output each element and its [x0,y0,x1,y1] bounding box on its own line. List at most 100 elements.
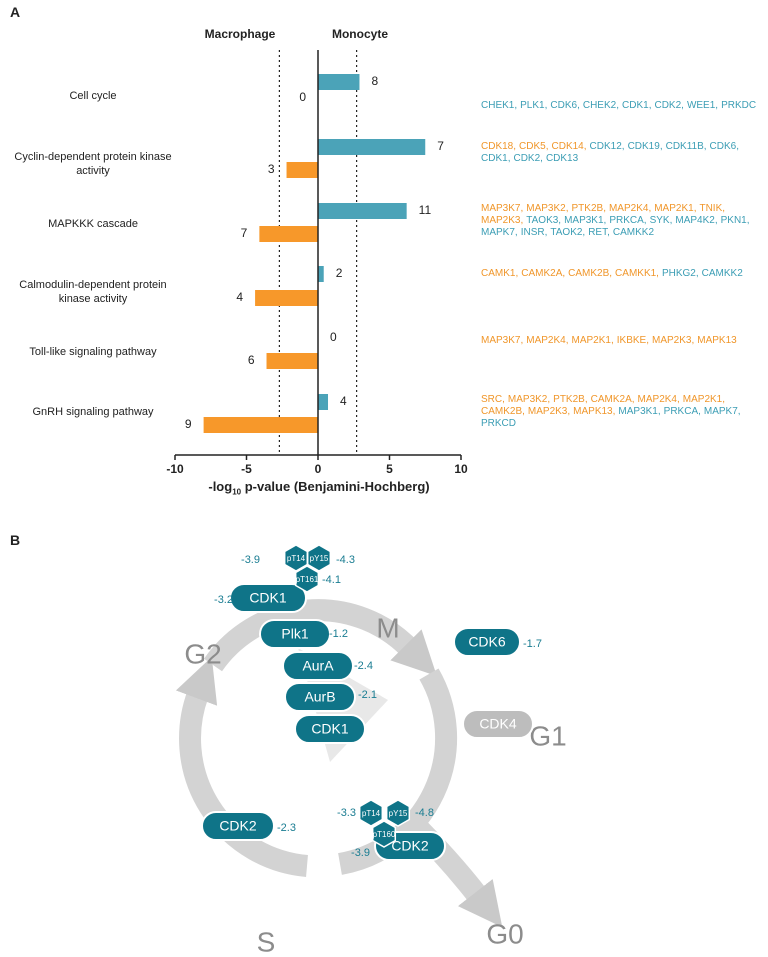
node-label: AurB [304,689,335,705]
site-value: -4.8 [415,807,434,819]
node-value: -2.1 [358,689,377,701]
node [294,714,366,744]
node-label: CDK4 [479,716,517,732]
count-label: 4 [340,394,347,408]
gene: PRKCA [664,406,704,418]
gene: INSR [521,227,551,239]
node [229,583,307,613]
bar [318,139,426,155]
bar [318,74,360,90]
gene-list: SRCMAP3K2PTK2BCAMK2AMAP2K4MAP2K1CAMK2BMA… [481,394,766,430]
category-label: Cyclin-dependent protein kinase activity [14,151,172,177]
gene: SYK [650,215,676,227]
gene: MAPK7 [704,406,744,418]
bar [318,266,324,282]
bar [318,203,407,219]
gene-list: CHEK1PLK1CDK6CHEK2CDK1CDK2WEE1PRKDC [481,100,766,112]
count-label: 7 [437,139,444,153]
gene: PTK2B [553,394,590,406]
category-label: MAPKKK cascade [48,218,138,230]
gene: CDK2 [654,100,686,112]
gene: IKBKE [617,335,652,347]
gene: MAP2K1 [654,203,699,215]
phase-label: M [376,612,399,643]
node-label: CDK1 [311,721,349,737]
site-value: -3.9 [351,847,370,859]
gene: MAP4K2 [675,215,720,227]
site-hexagon [371,820,397,848]
node-label: CDK6 [468,634,506,650]
node-label: CDK2 [391,838,429,854]
gene: MAP2K3 [481,215,526,227]
gene: MAPK13 [697,335,737,346]
node-label: AurA [302,658,334,674]
node-value: -1.7 [523,638,542,650]
site-label: pY15 [310,554,329,563]
gene: WEE1 [687,100,721,112]
bar [259,226,318,242]
site-value: -3.3 [337,807,356,819]
gene: MAP3K2 [508,394,553,406]
site-hexagon [358,799,384,827]
node [462,709,534,739]
x-axis-title-subscript: 10 [232,487,242,497]
site-value: -4.3 [336,554,355,566]
count-label: 2 [336,266,343,280]
node [284,682,356,712]
x-tick-label: -5 [241,462,252,476]
gene: PKN1 [721,215,753,227]
gene: MAP2K3 [652,335,697,347]
series-label: Monocyte [332,27,388,41]
bar [266,353,318,369]
gene: CHEK1 [481,100,520,112]
x-tick-label: 5 [386,462,393,476]
panel-label: A [10,4,21,20]
category-label: GnRH signaling pathway [32,406,154,418]
gene: MAPK7 [481,227,521,239]
ring-arrow [203,599,437,677]
gene: RET [588,227,613,239]
gene: CAMK2A [521,268,568,280]
series-label: Macrophage [205,27,276,41]
node-value: -2.3 [277,822,296,834]
site-hexagon [306,544,332,572]
gene: CAMK2B [481,406,528,418]
count-label: 4 [236,290,243,304]
site-label: pT14 [362,809,381,818]
gene: TNIK [699,203,728,215]
count-label: 3 [268,162,275,176]
gene: MAP3K7 [481,335,526,347]
gene: CDK11B [666,141,710,153]
count-label: 9 [185,417,192,431]
gene: MAP3K2 [526,203,571,215]
node [282,651,354,681]
gene: PHKG2 [662,268,702,280]
gene: CAMKK1 [615,268,662,280]
gene: CDK6 [550,100,582,112]
gene: CDK5 [519,141,551,153]
gene: CDK13 [545,153,579,164]
gene: CDK1 [481,153,513,165]
x-tick-label: 10 [454,462,468,476]
gene: CDK6 [710,141,742,153]
category-label: Cell cycle [69,90,117,102]
node-label: CDK1 [249,590,287,606]
bar [318,394,329,410]
gene: PRKCA [609,215,649,227]
gene: CDK19 [628,141,666,153]
gene: CDK14 [552,141,590,153]
gene: MAP2K4 [609,203,654,215]
gene: MAP2K4 [526,335,571,347]
phase-label: S [257,926,276,957]
x-axis-title-part: -log [208,479,233,494]
site-hexagon [294,565,320,593]
gene: PRKDC [721,100,757,111]
node-label: CDK2 [219,818,257,834]
gene-list: MAP3K7MAP3K2PTK2BMAP2K4MAP2K1TNIKMAP2K3T… [481,203,766,239]
site-value: -3.9 [241,554,260,566]
site-label: pT160 [373,830,396,839]
count-label: 7 [241,226,248,240]
count-label: 11 [419,203,432,217]
